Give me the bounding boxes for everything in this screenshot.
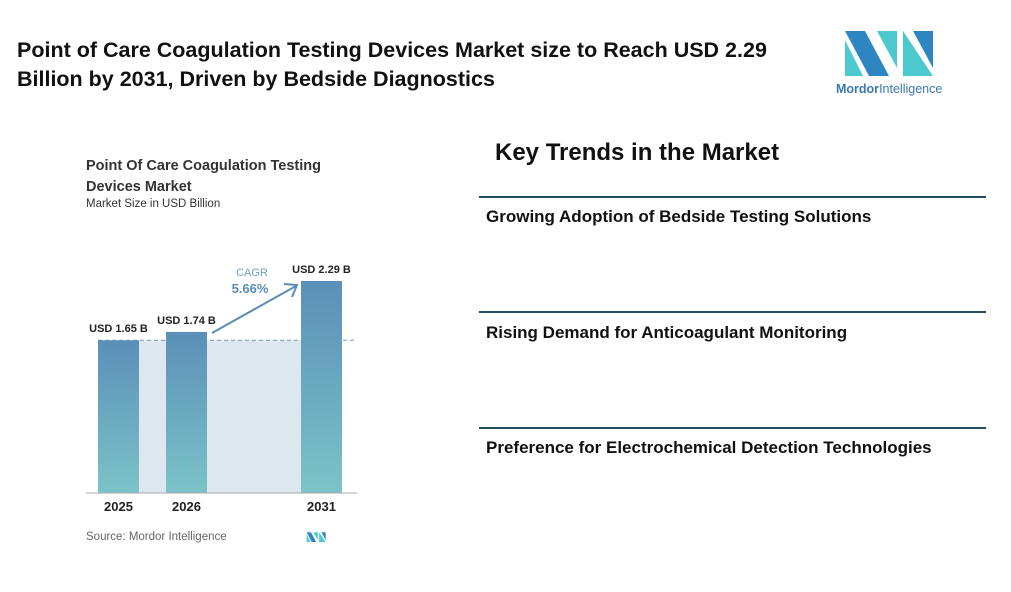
x-tick-label: 2026 xyxy=(172,499,201,514)
data-label: USD 1.65 B xyxy=(89,323,148,335)
chart-source: Source: Mordor Intelligence xyxy=(86,531,227,543)
shaded-area xyxy=(139,340,301,493)
chart-subtitle: Market Size in USD Billion xyxy=(86,198,221,210)
cagr-label: CAGR xyxy=(236,267,268,279)
data-label: USD 2.29 B xyxy=(292,264,351,276)
bar-2031 xyxy=(301,281,342,493)
trend-item: Rising Demand for Anticoagulant Monitori… xyxy=(486,323,848,342)
cagr-value: 5.66% xyxy=(232,281,269,296)
mordor-logo xyxy=(845,31,933,76)
chart-title: Point Of Care Coagulation Testing Device… xyxy=(86,158,321,195)
small-logo-icon xyxy=(306,532,326,542)
divider xyxy=(479,196,986,198)
x-tick-label: 2025 xyxy=(104,499,133,514)
page-title: Point of Care Coagulation Testing Device… xyxy=(17,38,767,91)
x-tick-label: 2031 xyxy=(307,499,336,514)
trend-item: Growing Adoption of Bedside Testing Solu… xyxy=(486,207,872,226)
bar-2026 xyxy=(166,331,207,493)
trend-item: Preference for Electrochemical Detection… xyxy=(486,438,932,457)
key-trends-heading: Key Trends in the Market xyxy=(495,139,780,166)
logo-text: MordorIntelligence xyxy=(836,82,943,96)
cagr-arrow xyxy=(211,283,299,334)
divider xyxy=(479,311,986,313)
data-label: USD 1.74 B xyxy=(157,315,216,327)
divider xyxy=(479,427,986,429)
bar-2025 xyxy=(98,340,139,493)
